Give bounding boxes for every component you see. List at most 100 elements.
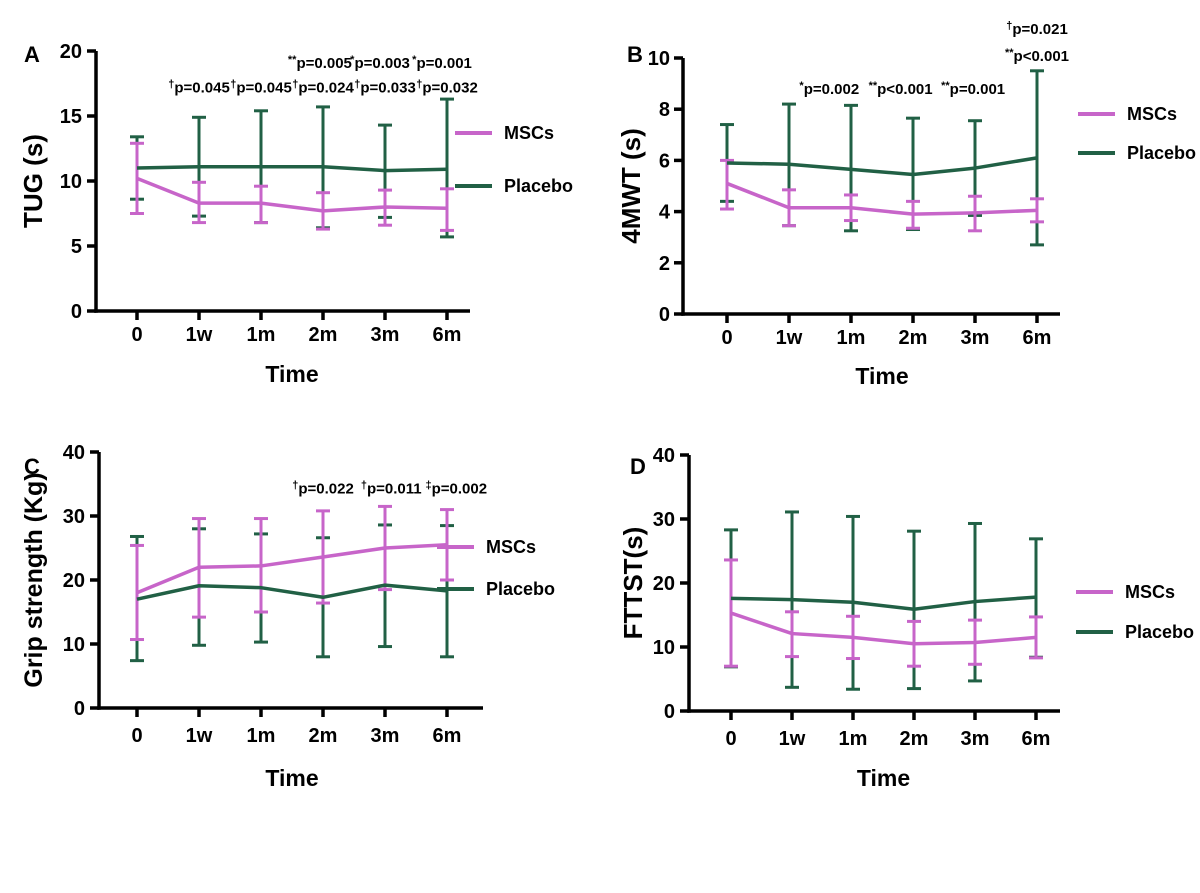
x-tick-label: 1w [776, 327, 803, 349]
legend-label-mscs: MSCs [1125, 582, 1175, 602]
x-tick-label: 1m [839, 728, 868, 750]
y-tick-label: 20 [60, 41, 82, 63]
y-tick-label: 40 [653, 445, 675, 467]
y-tick-label: 2 [659, 253, 670, 275]
x-tick-label: 3m [371, 324, 400, 346]
significance-annotation: **p=0.001 [941, 80, 1005, 98]
panel-b-chart: 0 2 4 6 8 10 0 1w 1m 2m 3m 6m Time 4MWT (s) *p=0.002 **… [616, 20, 1196, 389]
x-tick-label: 6m [433, 324, 462, 346]
panel-b: B 0 2 4 6 8 10 0 1w 1m 2m 3m 6m Time 4MWT (s) *p=0.002… [600, 0, 1200, 430]
x-tick-label: 1w [186, 324, 213, 346]
significance-annotation: *p=0.001 [412, 54, 472, 72]
x-tick-label: 3m [961, 728, 990, 750]
y-axis-title: FTTST(s) [618, 527, 648, 640]
mscs-line [730, 611, 1037, 646]
y-tick-label: 20 [653, 573, 675, 595]
y-tick-label: 10 [63, 634, 85, 656]
significance-annotation: †p=0.022 [292, 480, 354, 498]
axes [674, 56, 1060, 323]
placebo-line [136, 164, 448, 173]
x-axis-title: Time [857, 765, 910, 791]
legend-label-mscs: MSCs [504, 123, 554, 143]
x-tick-label: 1m [247, 324, 276, 346]
y-tick-label: 0 [74, 698, 85, 720]
placebo-line [136, 583, 448, 601]
significance-annotation: †p=0.032 [416, 79, 478, 97]
mscs-error-bars [724, 558, 1043, 668]
legend-label-placebo: Placebo [1127, 143, 1196, 163]
x-tick-label: 2m [899, 327, 928, 349]
panel-c-chart: 0 10 20 30 40 0 1w 1m 2m 3m 6m Time Grip strength (K… [20, 442, 555, 791]
mscs-line [136, 176, 448, 213]
y-axis-title: 4MWT (s) [616, 128, 646, 244]
x-axis-title: Time [265, 361, 318, 387]
y-axis-title: TUG (s) [18, 134, 48, 228]
axes [87, 49, 470, 320]
significance-annotation: *p=0.003 [350, 54, 410, 72]
x-tick-label: 0 [721, 327, 732, 349]
panel-a: A 0 5 10 15 20 0 1w 1m 2m 3m 6m Time TUG (s) **p=0.00… [0, 0, 600, 430]
y-tick-label: 10 [653, 637, 675, 659]
y-tick-label: 4 [659, 202, 671, 224]
y-tick-label: 0 [659, 304, 670, 326]
significance-annotation: †p=0.033 [354, 79, 416, 97]
y-axis-title: Grip strength (Kg) [20, 472, 48, 687]
panel-b-letter: B [627, 42, 643, 67]
panel-d-chart: 0 10 20 30 40 0 1w 1m 2m 3m 6m Time FTTST(s) MSCs Plac… [618, 445, 1194, 791]
x-tick-label: 0 [725, 728, 736, 750]
x-tick-label: 3m [961, 327, 990, 349]
mscs-error-bars [130, 141, 454, 232]
x-tick-label: 6m [1022, 728, 1051, 750]
legend-label-placebo: Placebo [486, 579, 555, 599]
legend-label-mscs: MSCs [1127, 104, 1177, 124]
y-tick-label: 40 [63, 442, 85, 464]
x-tick-label: 2m [900, 728, 929, 750]
significance-annotation: †p=0.045 [168, 79, 230, 97]
mscs-error-bars [130, 504, 454, 642]
y-tick-label: 8 [659, 99, 670, 121]
x-tick-label: 1w [186, 725, 213, 747]
x-tick-label: 1m [247, 725, 276, 747]
significance-annotation: †p=0.021 [1006, 20, 1068, 38]
significance-annotation: **p=0.005 [288, 54, 352, 72]
legend-label-placebo: Placebo [504, 176, 573, 196]
x-axis-title: Time [855, 363, 908, 389]
significance-annotation: †p=0.011 [361, 480, 422, 498]
x-tick-label: 6m [433, 725, 462, 747]
placebo-line [726, 156, 1038, 177]
y-tick-label: 10 [648, 48, 670, 70]
significance-annotation: †p=0.024 [292, 79, 354, 97]
mscs-line [726, 181, 1038, 216]
y-tick-label: 15 [60, 106, 82, 128]
y-tick-label: 0 [664, 701, 675, 723]
axes [680, 453, 1060, 720]
panel-c-letter: C [24, 454, 40, 479]
panel-c: C 0 10 20 30 40 0 1w 1m 2m 3m 6m Time Grip strength … [0, 430, 600, 893]
x-tick-label: 2m [309, 324, 338, 346]
y-tick-label: 20 [63, 570, 85, 592]
mscs-line [136, 543, 448, 595]
x-tick-label: 2m [309, 725, 338, 747]
panel-a-letter: A [24, 42, 40, 67]
significance-annotation: **p<0.001 [869, 80, 933, 98]
x-tick-label: 1w [779, 728, 806, 750]
placebo-line [730, 595, 1037, 611]
y-tick-label: 6 [659, 150, 670, 172]
significance-annotation: **p<0.001 [1005, 47, 1069, 65]
y-tick-label: 10 [60, 171, 82, 193]
y-tick-label: 0 [71, 301, 82, 323]
legend-label-placebo: Placebo [1125, 622, 1194, 642]
panel-d: D 0 10 20 30 40 0 1w 1m 2m 3m 6m Time FTTST(s) MSCs Pl… [600, 430, 1200, 893]
significance-annotation: *p=0.002 [799, 80, 859, 98]
significance-annotation: ‡p=0.002 [426, 480, 488, 498]
significance-annotation: †p=0.045 [230, 79, 292, 97]
x-tick-label: 0 [131, 725, 142, 747]
panel-d-letter: D [630, 454, 646, 479]
axes [90, 450, 483, 717]
legend-label-mscs: MSCs [486, 537, 536, 557]
y-tick-label: 5 [71, 236, 82, 258]
x-tick-label: 0 [131, 324, 142, 346]
x-tick-label: 1m [837, 327, 866, 349]
